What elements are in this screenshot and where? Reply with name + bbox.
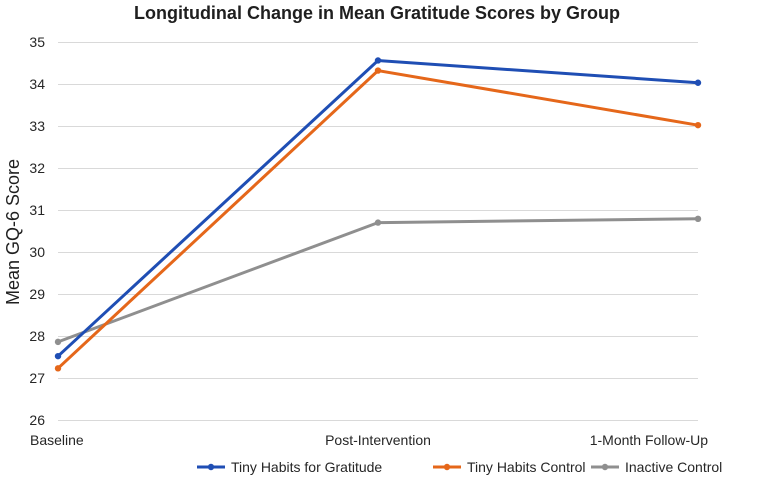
legend: Tiny Habits for Gratitude Tiny Habits Con… [197,459,722,475]
y-tick-label-29: 29 [29,286,45,302]
gridlines [58,42,698,421]
data-point-tiny-habits-for-gratitude-2 [374,57,382,64]
x-tick-label-3: 1-Month Follow-Up [590,432,708,448]
data-point-tiny-habits-control-3 [694,121,702,129]
y-axis-ticks: 26 27 28 29 30 31 32 33 34 35 [29,34,45,428]
y-tick-label-34: 34 [29,76,45,92]
x-axis-ticks: Baseline Post-Intervention 1-Month Follow-… [30,432,708,448]
y-tick-label-31: 31 [29,202,45,218]
legend-marker-inactive-control [601,463,609,471]
y-tick-label-30: 30 [29,244,45,260]
series-lines [54,57,702,372]
legend-label-tiny-habits-control: Tiny Habits Control [467,459,586,475]
y-tick-label-32: 32 [29,160,45,176]
data-point-inactive-control-1 [54,338,62,346]
chart-title: Longitudinal Change in Mean Gratitude Sc… [134,3,620,23]
y-tick-label-28: 28 [29,328,45,344]
y-tick-label-26: 26 [29,412,45,428]
data-point-tiny-habits-for-gratitude-1 [54,352,62,360]
data-point-tiny-habits-for-gratitude-3 [694,79,702,86]
legend-label-inactive-control: Inactive Control [625,459,722,475]
y-tick-label-35: 35 [29,34,45,50]
legend-label-tiny-habits-for-gratitude: Tiny Habits for Gratitude [231,459,382,475]
y-axis-label: Mean GQ-6 Score [3,159,23,305]
x-tick-label-1: Baseline [30,432,84,448]
y-tick-label-27: 27 [29,370,45,386]
data-point-tiny-habits-control-2 [374,67,382,74]
y-tick-label-33: 33 [29,118,45,134]
data-point-tiny-habits-control-1 [54,365,62,372]
x-tick-label-2: Post-Intervention [325,432,431,448]
data-point-inactive-control-3 [694,215,702,223]
series-line-tiny-habits-for-gratitude [56,59,700,358]
legend-marker-tiny-habits-for-gratitude [207,463,215,471]
legend-marker-tiny-habits-control [443,463,451,471]
data-point-inactive-control-2 [374,219,382,226]
